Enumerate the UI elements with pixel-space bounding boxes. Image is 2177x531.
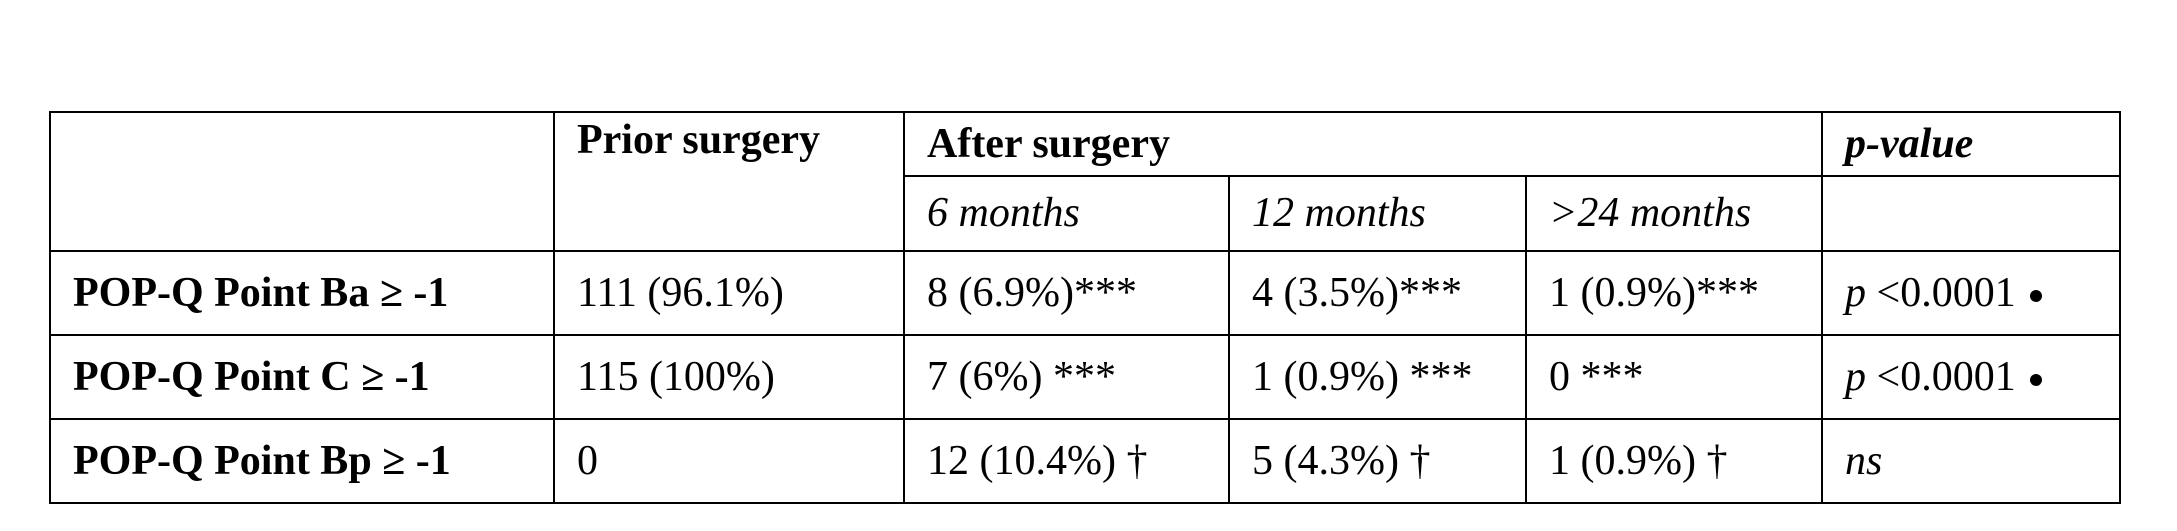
table-row: POP-Q Point Bp ≥ -1 0 12 (10.4%) † 5 (4.… (49, 418, 2122, 504)
results-table: Prior surgery After surgery p-value 6 mo… (49, 111, 2122, 504)
cell-prior: 115 (100%) (553, 334, 905, 420)
header-row-1: Prior surgery After surgery p-value (49, 111, 2122, 252)
cell-24-months: 0 *** (1524, 334, 1824, 420)
table-row: POP-Q Point Ba ≥ -1 111 (96.1%) 8 (6.9%)… (49, 250, 2122, 336)
cell-6-months: 7 (6%) *** (903, 334, 1230, 420)
row-label-ba: POP-Q Point Ba ≥ -1 (49, 250, 555, 336)
cell-prior: 111 (96.1%) (553, 250, 905, 336)
row-label-c: POP-Q Point C ≥ -1 (49, 334, 555, 420)
cell-12-months: 5 (4.3%) † (1228, 418, 1527, 504)
header-row-2: 6 months 12 months >24 months (50, 175, 2122, 252)
p-value-text: <0.0001 (1866, 269, 2016, 316)
stub-header-cell (49, 111, 555, 252)
header-p-value: p-value (1821, 111, 2122, 177)
header-after-surgery: After surgery (902, 111, 1824, 177)
cell-p-value: p <0.0001 (1821, 334, 2122, 420)
cell-6-months: 12 (10.4%) † (903, 418, 1230, 504)
cell-24-months: 1 (0.9%)*** (1524, 250, 1824, 336)
cell-12-months: 1 (0.9%) *** (1228, 334, 1527, 420)
header-24-months: >24 months (1524, 175, 1824, 252)
cell-p-value: ns (1821, 418, 2122, 504)
header-p-value-empty (1821, 175, 2122, 252)
cell-6-months: 8 (6.9%)*** (903, 250, 1230, 336)
cell-p-value: p <0.0001 (1821, 250, 2122, 336)
bullet-marker-icon (2029, 290, 2042, 303)
header-6-months: 6 months (903, 175, 1230, 252)
table-row: POP-Q Point C ≥ -1 115 (100%) 7 (6%) ***… (49, 334, 2122, 420)
p-prefix: p (1845, 269, 1867, 316)
header-12-months: 12 months (1228, 175, 1527, 252)
p-value-text: <0.0001 (1866, 353, 2016, 400)
cell-prior: 0 (553, 418, 905, 504)
header-prior-surgery: Prior surgery (553, 111, 905, 252)
bullet-marker-icon (2029, 374, 2042, 387)
p-prefix: p (1845, 353, 1867, 400)
cell-12-months: 4 (3.5%)*** (1228, 250, 1527, 336)
cell-24-months: 1 (0.9%) † (1524, 418, 1824, 504)
row-label-bp: POP-Q Point Bp ≥ -1 (49, 418, 555, 504)
